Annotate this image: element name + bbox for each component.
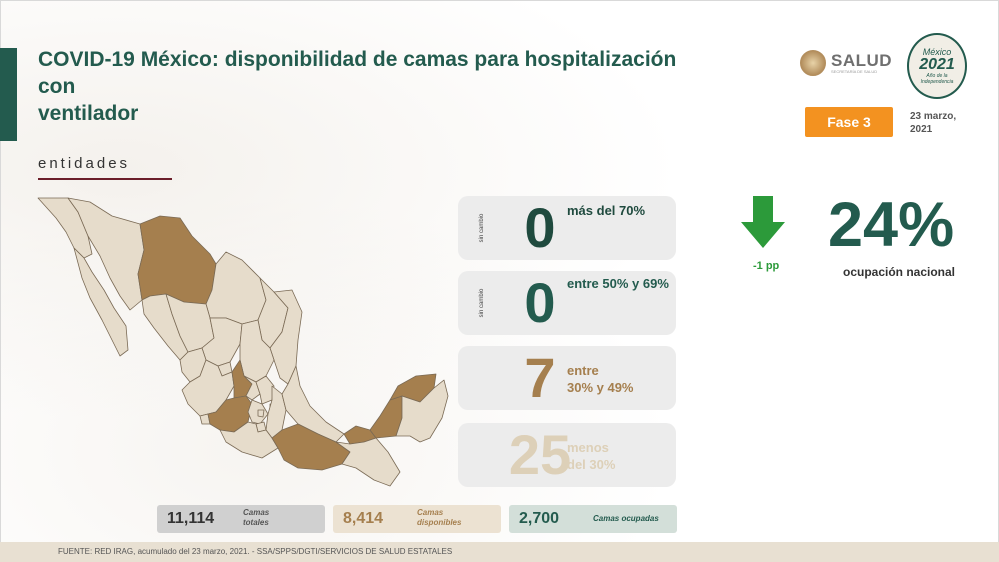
arrow-down-icon	[741, 196, 785, 248]
map-state-tamaulipas	[269, 289, 303, 385]
category-card-over-70: sin cambio 0 más del 70%	[458, 196, 676, 260]
footer-source: FUENTE: RED IRAG, acumulado del 23 marzo…	[58, 547, 453, 556]
category-label-line1: entre	[567, 363, 599, 378]
report-date: 23 marzo, 2021	[910, 110, 956, 136]
occupied-beds-value: 2,700	[519, 510, 560, 527]
map-state-cdmx	[257, 409, 265, 418]
category-label: más del 70%	[567, 202, 645, 219]
total-beds-label-line2: totales	[243, 518, 269, 527]
total-beds-label: Camas totales	[243, 508, 269, 528]
map-state-quintana-roo	[395, 379, 449, 443]
national-occupancy-value: 24%	[828, 190, 955, 260]
category-side-label: sin cambio	[479, 288, 485, 318]
map-state-hidalgo	[255, 375, 275, 405]
category-count: 7	[524, 346, 556, 409]
eagle-emblem-icon	[800, 50, 826, 76]
occupied-beds-label: Camas ocupadas	[593, 514, 659, 523]
category-label-line1: menos	[567, 440, 609, 455]
category-count: 0	[524, 271, 556, 334]
available-beds-label: Camas disponibles	[417, 508, 461, 528]
available-beds-label-line1: Camas	[417, 508, 444, 517]
category-label: entre 30% y 49%	[567, 362, 634, 396]
category-label-line2: del 30%	[567, 457, 616, 472]
category-count: 25	[508, 423, 572, 486]
phase-badge: Fase 3	[805, 107, 893, 137]
national-occupancy-label: ocupación nacional	[843, 265, 956, 279]
category-card-30-49: 7 entre 30% y 49%	[458, 346, 676, 410]
category-label-line1: más del 70%	[567, 203, 646, 218]
map-state-chiapas	[335, 437, 401, 487]
occupied-beds-box: 2,700 Camas ocupadas	[509, 505, 677, 533]
map-state-baja-california-sur	[73, 247, 129, 357]
mexico-states-map	[37, 197, 449, 487]
map-state-chihuahua	[137, 215, 217, 305]
salud-logo-text: SALUD	[831, 50, 893, 70]
year-logo-line2: 2021	[919, 56, 955, 73]
page-title-line2: ventilador	[38, 102, 139, 125]
total-beds-value: 11,114	[167, 510, 215, 527]
occupancy-change: -1 pp	[753, 260, 780, 272]
report-date-line1: 23 marzo,	[910, 111, 957, 122]
salud-logo-subtext: SECRETARÍA DE SALUD	[831, 68, 878, 74]
section-divider	[38, 178, 172, 180]
report-date-line2: 2021	[910, 124, 933, 135]
category-label: entre 50% y 69%	[567, 275, 669, 292]
available-beds-label-line2: disponibles	[417, 518, 462, 527]
accent-bar	[0, 48, 17, 141]
year-2021-logo: México 2021 Año de la Independencia	[907, 33, 967, 99]
category-side-label: sin cambio	[479, 213, 485, 243]
category-card-50-69: sin cambio 0 entre 50% y 69%	[458, 271, 676, 335]
available-beds-box: 8,414 Camas disponibles	[333, 505, 501, 533]
year-logo-line3: Año de la Independencia	[920, 73, 954, 85]
section-label: entidades	[38, 155, 131, 172]
category-label-line2: 30% y 49%	[567, 380, 634, 395]
category-count: 0	[524, 196, 556, 259]
page-title: COVID-19 México: disponibilidad de camas…	[38, 46, 718, 127]
available-beds-value: 8,414	[343, 510, 384, 527]
year-logo-line1: México	[922, 47, 952, 57]
footer-bar	[0, 542, 999, 562]
category-card-under-30: 25 menos del 30%	[458, 423, 676, 487]
map-state-sonora	[67, 197, 145, 311]
total-beds-label-line1: Camas	[243, 508, 270, 517]
total-beds-box: 11,114 Camas totales	[157, 505, 325, 533]
map-state-veracruz	[281, 365, 345, 443]
page-title-line1: COVID-19 México: disponibilidad de camas…	[38, 48, 677, 98]
salud-logo: SALUD SECRETARÍA DE SALUD	[800, 50, 892, 76]
category-label: menos del 30%	[567, 439, 615, 473]
category-label-line1: entre 50% y 69%	[567, 276, 669, 291]
